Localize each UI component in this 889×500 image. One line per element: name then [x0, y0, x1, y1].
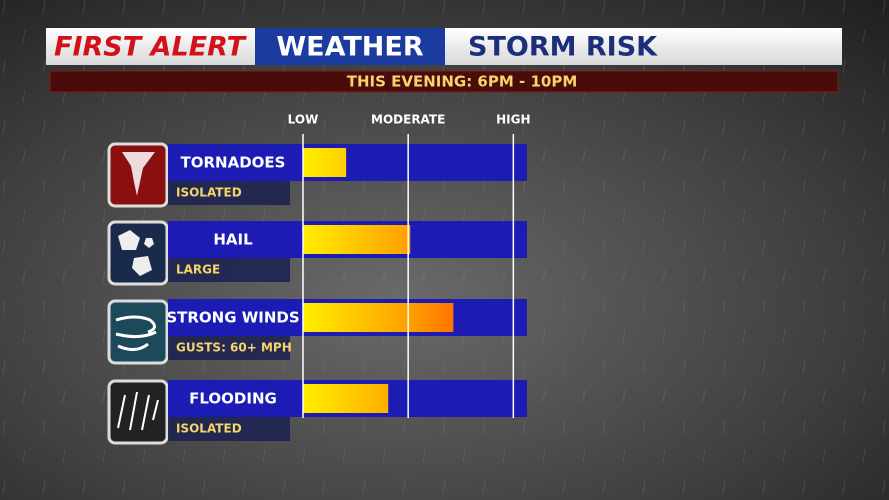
detail-box [168, 417, 290, 441]
category-label: STRONG WINDS [166, 309, 299, 327]
bar [303, 384, 389, 413]
detail-label: LARGE [176, 263, 220, 277]
track [168, 144, 527, 181]
subtitle-bar [49, 70, 839, 93]
header-program-box [255, 28, 445, 65]
category-label: FLOODING [189, 390, 277, 408]
wind-shape [115, 315, 157, 351]
category-label: TORNADOES [181, 154, 286, 172]
bar [303, 303, 454, 332]
detail-box [168, 258, 290, 282]
rain-shape [117, 391, 159, 431]
bar [303, 225, 411, 254]
detail-label: ISOLATED [176, 422, 242, 436]
icons [107, 142, 169, 445]
tornado-shape [122, 152, 155, 196]
headline: STORM RISK [468, 32, 658, 63]
detail-box [168, 181, 290, 205]
detail-label: GUSTS: 60+ MPH [176, 341, 292, 355]
hail-icon [107, 220, 169, 286]
x-tick-label: HIGH [496, 113, 530, 127]
hail-shape [118, 230, 154, 276]
detail-box [168, 336, 290, 360]
program: WEATHER [276, 32, 423, 63]
bar [303, 148, 347, 177]
brand: FIRST ALERT [54, 32, 248, 63]
detail-label: ISOLATED [176, 186, 242, 200]
flood-icon [107, 379, 169, 445]
x-tick-label: MODERATE [371, 113, 445, 127]
category-label: HAIL [213, 231, 253, 249]
subtitle: THIS EVENING: 6PM - 10PM [347, 73, 578, 91]
x-tick-label: LOW [288, 113, 319, 127]
wind-icon [107, 299, 169, 365]
